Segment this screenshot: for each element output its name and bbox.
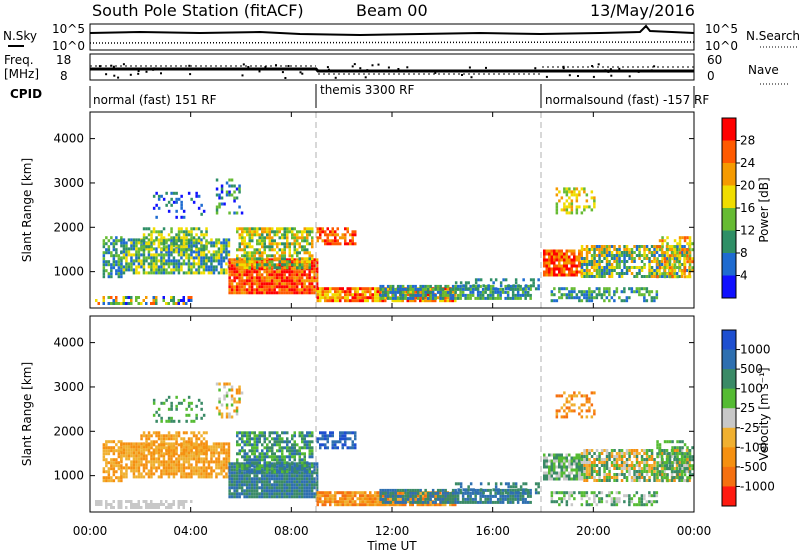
- nsky-line: [89, 24, 695, 37]
- power-colorbar: 4 8 12 16 20 24 28: [721, 117, 755, 299]
- x-tick-label: 04:00: [173, 524, 208, 538]
- nave-line: [90, 65, 694, 75]
- colorbar-segment: [722, 466, 736, 487]
- nave-label: Nave: [748, 63, 779, 77]
- nave-hi-tick: 60: [707, 53, 722, 67]
- colorbar-segment: [722, 275, 736, 299]
- station-title: South Pole Station (fitACF): [92, 1, 304, 20]
- freq-label: Freq.: [4, 53, 34, 67]
- time-axis-title: Time UT: [366, 539, 417, 553]
- x-tick-label: 16:00: [475, 524, 510, 538]
- y-tick-label: 4000: [53, 132, 84, 146]
- freq-line: [90, 67, 694, 73]
- power-axis-ticks: 1000 2000 3000 4000: [53, 112, 695, 308]
- y-tick-label: 2000: [53, 220, 84, 234]
- colorbar-tick-label: 16: [740, 201, 755, 215]
- cpid-segment-themis: themis 3300 RF: [320, 83, 414, 97]
- colorbar-segment: [722, 185, 736, 209]
- nsearch-top-tick: 10^5: [705, 22, 738, 36]
- x-tick-label: 12:00: [375, 524, 410, 538]
- freq-lo-tick: 8: [60, 69, 68, 83]
- cpid-label: CPID: [10, 87, 42, 101]
- colorbar-tick-label: -500: [740, 460, 767, 474]
- colorbar-segment: [722, 330, 736, 351]
- velocity-axis-ticks: 1000 2000 3000 4000: [53, 316, 695, 512]
- velocity-panel: 1000 2000 3000 4000 Slant Range [km] 1000 50…: [20, 315, 775, 513]
- colorbar-tick-label: 4: [740, 269, 748, 283]
- velocity-colorbar: 1000 500 100 25 -25 -100 -500 -1000: [721, 329, 775, 507]
- power-data-cells: [95, 178, 694, 305]
- colorbar-segment: [722, 349, 736, 370]
- noise-strip: N.Sky 10^5 10^0 N.Search 10^5 10^0: [3, 22, 800, 53]
- x-tick-label: 00:00: [677, 524, 712, 538]
- colorbar-tick-label: 12: [740, 224, 755, 238]
- beam-title: Beam 00: [356, 1, 428, 20]
- colorbar-frame: [721, 329, 737, 507]
- y-tick-label: 2000: [53, 424, 84, 438]
- x-tick-label: 20:00: [576, 524, 611, 538]
- freq-unit: [MHz]: [4, 67, 39, 81]
- nsearch-label: N.Search: [746, 29, 800, 43]
- colorbar-tick-label: -100: [740, 440, 767, 454]
- y-tick-label: 1000: [53, 469, 84, 483]
- colorbar-segment: [722, 163, 736, 186]
- freq-strip: Freq. [MHz] 18 8 60 0 Nave: [4, 53, 790, 85]
- nave-outlier-dots: [98, 63, 656, 79]
- colorbar-segment: [722, 427, 736, 448]
- y-tick-label: 3000: [53, 176, 84, 190]
- colorbar-segment: [722, 230, 736, 254]
- colorbar-tick-label: 28: [740, 134, 755, 148]
- nave-lo-tick: 0: [707, 69, 715, 83]
- colorbar-segment: [722, 408, 736, 429]
- cpid-segment-normal: normal (fast) 151 RF: [93, 93, 217, 107]
- colorbar-tick-label: 20: [740, 179, 755, 193]
- x-tick-label: 00:00: [73, 524, 108, 538]
- y-tick-label: 1000: [53, 265, 84, 279]
- nsearch-bottom-tick: 10^0: [705, 39, 738, 53]
- colorbar-tick-label: -1000: [740, 479, 775, 493]
- cpid-strip: CPID normal (fast) 151 RF themis 3300 RF…: [10, 83, 709, 108]
- colorbar-tick-label: 1000: [740, 343, 771, 357]
- colorbar-segment: [722, 369, 736, 390]
- nsky-top-tick: 10^5: [52, 22, 85, 36]
- nsky-label: N.Sky: [3, 29, 37, 43]
- colorbar-segment: [722, 447, 736, 468]
- colorbar-segment: [722, 208, 736, 231]
- date-title: 13/May/2016: [590, 1, 695, 20]
- nsearch-line: [89, 41, 695, 44]
- colorbar-tick-label: 100: [740, 382, 763, 396]
- colorbar-tick-label: 24: [740, 156, 755, 170]
- velocity-ylabel: Slant Range [km]: [20, 362, 34, 466]
- colorbar-tick-label: 500: [740, 362, 763, 376]
- power-colorbar-label: Power [dB]: [757, 177, 771, 242]
- colorbar-tick-label: -25: [740, 421, 760, 435]
- nsky-bottom-tick: 10^0: [52, 39, 85, 53]
- colorbar-segment: [722, 486, 736, 507]
- colorbar-segment: [722, 140, 736, 164]
- y-tick-label: 3000: [53, 380, 84, 394]
- colorbar-segment: [722, 118, 736, 141]
- y-tick-label: 4000: [53, 336, 84, 350]
- velocity-data-cells: [95, 382, 694, 509]
- colorbar-tick-label: 25: [740, 401, 755, 415]
- time-axis-labels: 00:00 04:00 08:00 12:00 16:00 20:00 00:00: [73, 524, 712, 538]
- velocity-colorbar-label: Velocity [m s⁻¹]: [757, 367, 771, 460]
- colorbar-segment: [722, 388, 736, 409]
- power-panel: 1000 2000 3000 4000 Slant Range [km] 4 8 12 16…: [20, 111, 771, 309]
- freq-hi-tick: 18: [56, 53, 71, 67]
- x-tick-label: 08:00: [274, 524, 309, 538]
- colorbar-tick-label: 8: [740, 246, 748, 260]
- colorbar-segment: [722, 253, 736, 276]
- cpid-segment-normalsound: normalsound (fast) -157 RF: [545, 93, 709, 107]
- power-ylabel: Slant Range [km]: [20, 158, 34, 262]
